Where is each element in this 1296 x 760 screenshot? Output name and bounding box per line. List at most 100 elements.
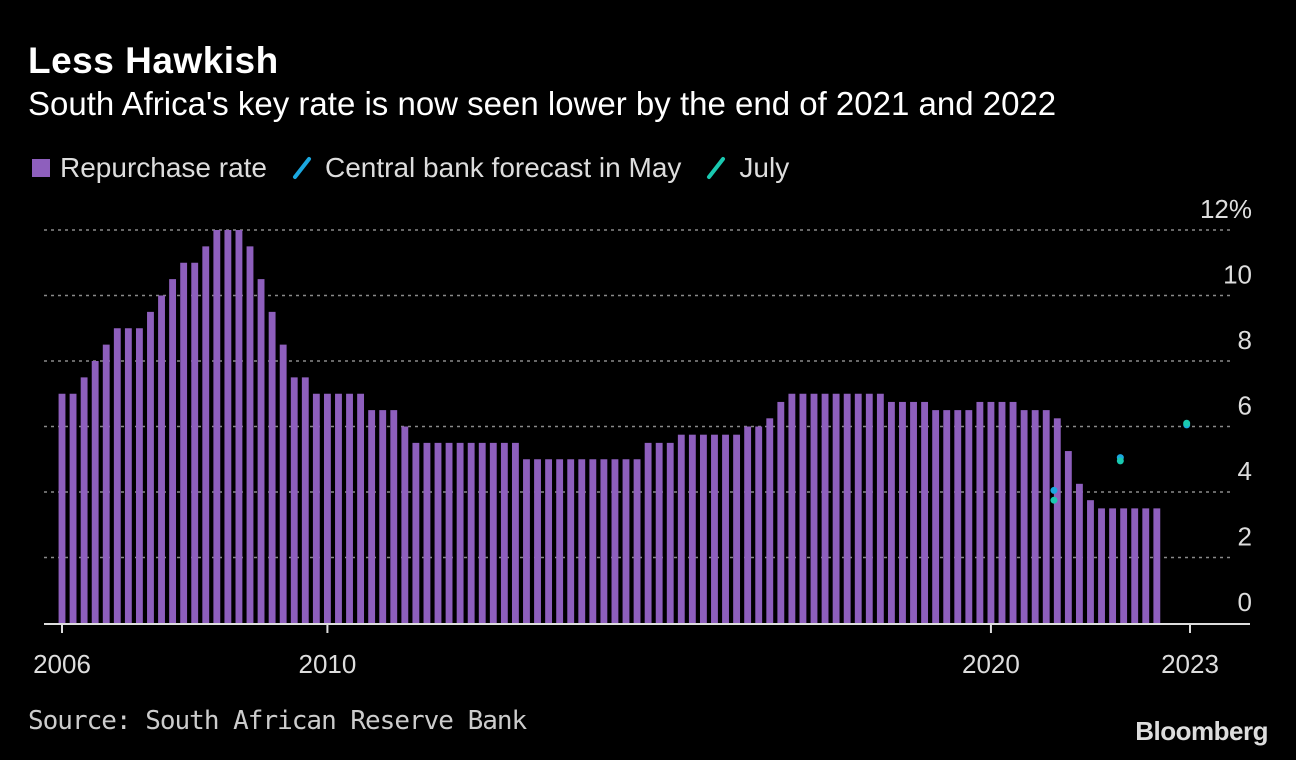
bar	[788, 393, 796, 623]
axes: 0 2 4 6 8 10 12% 2006 2010 2020 2023	[33, 194, 1252, 679]
x-tick-label: 2020	[962, 649, 1020, 679]
bar	[954, 410, 962, 623]
bar	[290, 377, 298, 623]
bar	[412, 442, 420, 623]
bar	[1109, 508, 1117, 623]
rate-chart: 0 2 4 6 8 10 12% 2006 2010 2020 2023	[33, 194, 1252, 679]
bar	[1009, 401, 1017, 623]
legend-item-may-forecast: Central bank forecast in May	[289, 152, 681, 184]
bar	[1020, 410, 1028, 623]
bar	[622, 459, 630, 623]
bar	[987, 401, 995, 623]
bar	[1042, 410, 1050, 623]
bar	[58, 393, 66, 623]
bar	[1131, 508, 1139, 623]
bar	[147, 311, 154, 623]
legend: Repurchase rate Central bank forecast in…	[32, 150, 811, 186]
bar	[843, 393, 851, 623]
bar	[865, 393, 873, 623]
bar	[755, 426, 763, 623]
bar	[279, 344, 287, 623]
bar	[1053, 418, 1061, 623]
x-tick-label: 2023	[1161, 649, 1219, 679]
bar	[766, 418, 774, 623]
bar	[666, 442, 674, 623]
bar	[744, 426, 752, 623]
bar	[1031, 410, 1039, 623]
slash-icon	[293, 157, 312, 179]
bar	[346, 393, 353, 623]
legend-label-may-forecast: Central bank forecast in May	[325, 152, 682, 183]
bar	[578, 459, 586, 623]
slash-icon	[707, 157, 726, 179]
bar	[169, 279, 177, 623]
bar	[312, 393, 320, 623]
bar	[899, 401, 906, 623]
bar	[711, 434, 718, 623]
bar	[246, 246, 254, 623]
source-note: Source: South African Reserve Bank	[28, 706, 527, 736]
bar	[357, 393, 365, 623]
bar	[423, 442, 431, 623]
bar	[1064, 451, 1072, 623]
bar	[567, 459, 575, 623]
bars	[58, 230, 1161, 623]
bar	[976, 401, 984, 623]
y-tick-label: 4	[1238, 456, 1252, 486]
bar	[301, 377, 309, 623]
bar	[379, 410, 387, 623]
bar	[998, 401, 1006, 623]
bar	[478, 442, 486, 623]
y-tick-label: 10	[1223, 260, 1252, 290]
bar	[688, 434, 696, 623]
bar	[500, 442, 508, 623]
bar	[390, 410, 398, 623]
legend-swatch-repurchase-rate	[32, 159, 50, 177]
bar	[655, 442, 663, 623]
bar	[733, 434, 741, 623]
bar	[434, 442, 442, 623]
bar	[1142, 508, 1150, 623]
bloomberg-logo: Bloomberg	[1135, 716, 1268, 746]
bar	[456, 442, 464, 623]
bar	[821, 393, 829, 623]
bar	[1153, 508, 1161, 623]
bar	[113, 328, 121, 623]
bar	[965, 410, 973, 623]
bar	[644, 442, 652, 623]
bar	[180, 262, 188, 623]
bar	[832, 393, 840, 623]
bar	[910, 401, 917, 623]
bar	[589, 459, 597, 623]
legend-item-repurchase-rate: Repurchase rate	[32, 152, 267, 184]
bar	[1087, 500, 1094, 623]
bar	[887, 401, 895, 623]
bar	[467, 442, 475, 623]
bar	[534, 459, 541, 623]
bar	[191, 262, 199, 623]
bar	[600, 459, 608, 623]
y-tick-label: 2	[1238, 522, 1252, 552]
bar	[445, 442, 453, 623]
bar	[921, 401, 929, 623]
bar	[722, 434, 729, 623]
legend-label-repurchase-rate: Repurchase rate	[60, 152, 268, 183]
chart-title: Less Hawkish	[28, 40, 279, 81]
forecast-point	[1050, 486, 1058, 494]
bar	[810, 393, 818, 623]
forecast-points	[1050, 419, 1191, 504]
bar	[257, 279, 265, 623]
bar	[335, 393, 342, 623]
bar	[158, 295, 165, 623]
y-tick-label: 8	[1238, 325, 1252, 355]
bar	[799, 393, 807, 623]
bar	[1075, 483, 1083, 623]
bar	[80, 377, 88, 623]
bar	[777, 401, 785, 623]
legend-item-july-forecast: July	[703, 152, 789, 184]
y-tick-label: 12%	[1200, 194, 1252, 224]
forecast-point	[1116, 457, 1124, 465]
bar	[489, 442, 497, 623]
bar	[854, 393, 862, 623]
y-tick-label: 0	[1238, 587, 1252, 617]
